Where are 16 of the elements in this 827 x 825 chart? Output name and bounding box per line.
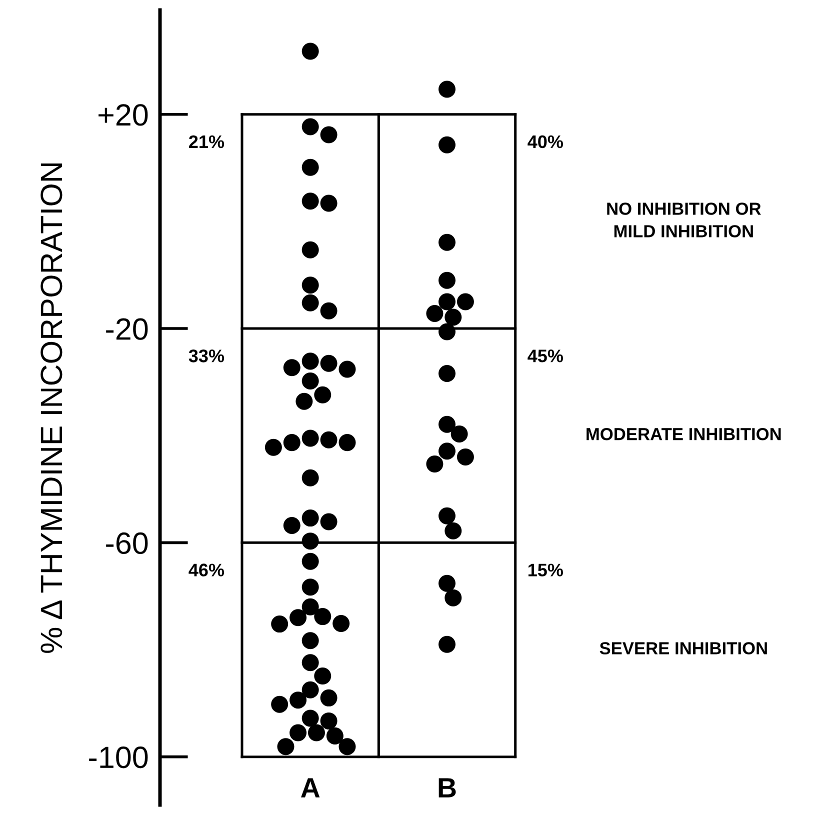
text: 15% — [528, 564, 564, 576]
text: 40% — [528, 135, 564, 148]
text: 46% — [188, 564, 224, 576]
text: MODERATE INHIBITION — [586, 428, 781, 440]
x-tick-label: B — [438, 778, 456, 798]
x-tick-label: A — [301, 778, 320, 798]
y-tick-label: -20 — [106, 318, 148, 340]
text: 21% — [189, 135, 224, 148]
y-axis-title: % Δ THYMIDINE INCORPORATION — [40, 163, 62, 653]
text: NO INHIBITION OR MILD INHIBITION — [607, 202, 761, 238]
text: SEVERE INHIBITION — [600, 642, 767, 654]
text: 45% — [528, 350, 564, 362]
y-tick-label: -100 — [89, 746, 148, 768]
y-tick-label: +20 — [98, 104, 148, 126]
text: 33% — [188, 350, 224, 362]
y-tick-label: -60 — [106, 532, 148, 554]
